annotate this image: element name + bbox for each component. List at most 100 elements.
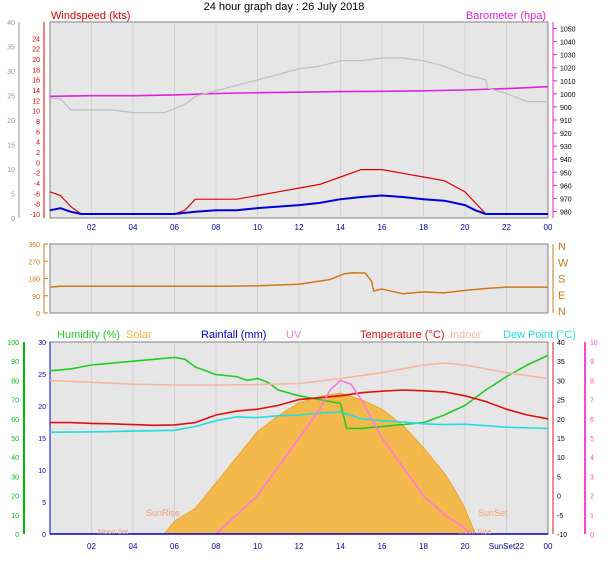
uv-tick-label: 9 [590,359,594,366]
panel2-compass-label: W [558,257,569,269]
panel3-x-tick-label: 10 [253,542,262,551]
panel1-inner-tick-label: 4 [36,140,40,147]
panel1-right-tick-label: 950 [560,170,572,177]
temp-tick-label: 5 [557,474,561,481]
panel2-compass-label: N [558,241,566,253]
panel1-inner-tick-label: 2 [36,150,40,157]
panel1-x-tick-label: 20 [461,223,470,232]
panel1-x-tick-label: 04 [129,223,138,232]
annotation-sunrise: SunRise [146,508,180,518]
panel3-x-tick-label: 06 [170,542,179,551]
panel1-outer-tick-label: 40 [7,20,15,27]
uv-tick-label: 6 [590,417,594,424]
panel1-left-label: Windspeed (kts) [51,10,130,22]
legend-indoor: Indoor [450,329,482,341]
panel2-compass-label: N [558,306,566,318]
uv-tick-label: 5 [590,436,594,443]
temp-tick-label: -5 [557,513,563,520]
annotation-moonrise: Moon Rise [458,529,492,536]
panel1-x-tick-label: 00 [544,223,553,232]
panel1-inner-tick-label: -6 [34,191,40,198]
panel1-inner-tick-label: 8 [36,119,40,126]
panel1-inner-tick-label: 22 [32,47,40,54]
rain-tick-label: 5 [42,500,46,507]
legend-rainfall: Rainfall (mm) [201,329,266,341]
rain-tick-label: 25 [38,372,46,379]
uv-tick-label: 2 [590,494,594,501]
panel2-tick-label: 360 [28,242,40,249]
humidity-tick-label: 20 [11,494,19,501]
panel1-x-tick-label: 08 [212,223,221,232]
humidity-tick-label: 40 [11,455,19,462]
series-uv [215,379,472,535]
humidity-tick-label: 80 [11,378,19,385]
rain-tick-label: 10 [38,468,46,475]
panel3-x-tick-label: 04 [129,542,138,551]
panel1-right-tick-label: 1050 [560,27,576,34]
series-windspeed_avg [49,194,548,215]
panel2-tick-label: 270 [28,259,40,266]
panel3-x-tick-label: 12 [295,542,304,551]
panel1-x-tick-label: 22 [502,223,511,232]
humidity-tick-label: 0 [15,532,19,539]
panel1-outer-tick-label: 0 [11,216,15,223]
panel1-inner-tick-label: -4 [34,181,40,188]
series-temperature_outdoor [49,57,548,114]
legend-temperature: Temperature (°C) [360,329,444,341]
panel1-inner-tick-label: 20 [32,57,40,64]
uv-tick-label: 1 [590,513,594,520]
series-temperature [50,389,549,427]
rain-tick-label: 15 [38,436,46,443]
panel1-outer-tick-label: 20 [7,118,15,125]
panel2-tick-label: 180 [28,277,40,284]
panel1-inner-tick-label: 24 [32,36,40,43]
panel1-inner-tick-label: -2 [34,171,40,178]
panel1-outer-tick-label: 15 [7,143,15,150]
temp-tick-label: -10 [557,532,567,539]
rain-tick-label: 20 [38,404,46,411]
series-wind_direction [49,272,548,295]
panel1-right-tick-label: 940 [560,157,572,164]
panel1-x-tick-label: 14 [336,223,345,232]
panel1-inner-tick-label: -8 [34,202,40,209]
panel1-right-tick-label: 980 [560,209,572,216]
uv-tick-label: 7 [590,398,594,405]
panel1-inner-tick-label: 12 [32,98,40,105]
panel1-right-tick-label: 1010 [560,79,576,86]
series-barometer [49,85,549,98]
panel1-inner-tick-label: 14 [32,88,40,95]
humidity-tick-label: 70 [11,398,19,405]
panel1-inner-tick-label: 18 [32,67,40,74]
temp-tick-label: 25 [557,398,565,405]
panel1-inner-tick-label: 16 [32,78,40,85]
temp-tick-label: 35 [557,359,565,366]
legend-humidity: Humidity (%) [57,329,120,341]
panel1-inner-tick-label: 10 [32,109,40,116]
panel1-right-tick-label: 960 [560,183,572,190]
panel1-x-tick-label: 12 [295,223,304,232]
panel1-right-tick-label: 900 [560,105,572,112]
panel1-right-tick-label: 1040 [560,40,576,47]
panel1-x-tick-label: 06 [170,223,179,232]
series-humidity [49,354,549,430]
humidity-tick-label: 60 [11,417,19,424]
panel3-x-tick-label: 00 [544,542,553,551]
annotation-sunset: SunSet [478,508,508,518]
panel2-compass-label: S [558,274,565,286]
humidity-tick-label: 30 [11,474,19,481]
panel3-x-tick-label: 14 [336,542,345,551]
panel3-x-tick-label: SunSet22 [489,542,525,551]
panel1-outer-tick-label: 5 [11,192,15,199]
uv-tick-label: 4 [590,455,594,462]
series-indoor [49,362,549,386]
panel3-x-tick-label: 20 [461,542,470,551]
panel1-right-tick-label: 920 [560,131,572,138]
panel1-right-tick-label: 970 [560,196,572,203]
humidity-tick-label: 50 [11,436,19,443]
panel1-inner-tick-label: 6 [36,129,40,136]
panel1-right-tick-label: 910 [560,118,572,125]
uv-tick-label: 3 [590,474,594,481]
panel1-inner-tick-label: -10 [30,212,40,219]
